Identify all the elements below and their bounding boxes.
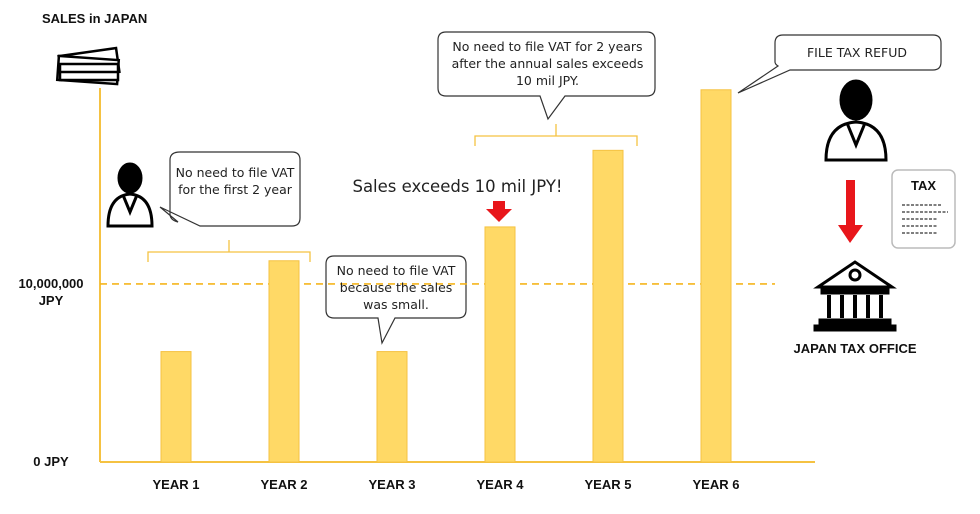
- red-arrow: [838, 180, 863, 243]
- bar: [160, 351, 192, 463]
- tax-office-icon: [813, 260, 897, 332]
- tax-label: TAX: [910, 178, 937, 193]
- bar: [268, 260, 300, 463]
- callout: [159, 31, 942, 345]
- bar: [376, 351, 408, 463]
- x-tick-label: YEAR 3: [368, 477, 416, 492]
- y-axis-title: SALES in JAPAN: [42, 11, 148, 26]
- callout-text: No need to file VAT for 2 years after th…: [451, 39, 644, 88]
- person-icon: [106, 162, 154, 228]
- tax-document: [891, 169, 956, 249]
- y-tick-label: 0 JPY: [33, 454, 69, 469]
- annotation: Sales exceeds 10 mil JPY!: [352, 177, 563, 196]
- person-icon: [824, 79, 888, 162]
- x-tick-label: YEAR 2: [260, 477, 308, 492]
- x-tick-label: YEAR 1: [152, 477, 200, 492]
- bar: [484, 226, 516, 463]
- money-icon: [55, 46, 121, 86]
- x-tick-label: YEAR 6: [692, 477, 740, 492]
- y-tick-label: 10,000,000 JPY: [18, 275, 84, 308]
- red-arrow: [486, 201, 512, 222]
- bar: [700, 89, 732, 463]
- callout-text: No need to file VAT for the first 2 year: [175, 165, 295, 197]
- callout-text: FILE TAX REFUD: [806, 45, 907, 60]
- x-tick-label: YEAR 5: [584, 477, 632, 492]
- bracket: [147, 124, 638, 262]
- office-label: JAPAN TAX OFFICE: [793, 341, 917, 356]
- x-tick-label: YEAR 4: [476, 477, 524, 492]
- callout-text: No need to file VAT because the sales wa…: [336, 263, 456, 312]
- bar: [592, 149, 624, 463]
